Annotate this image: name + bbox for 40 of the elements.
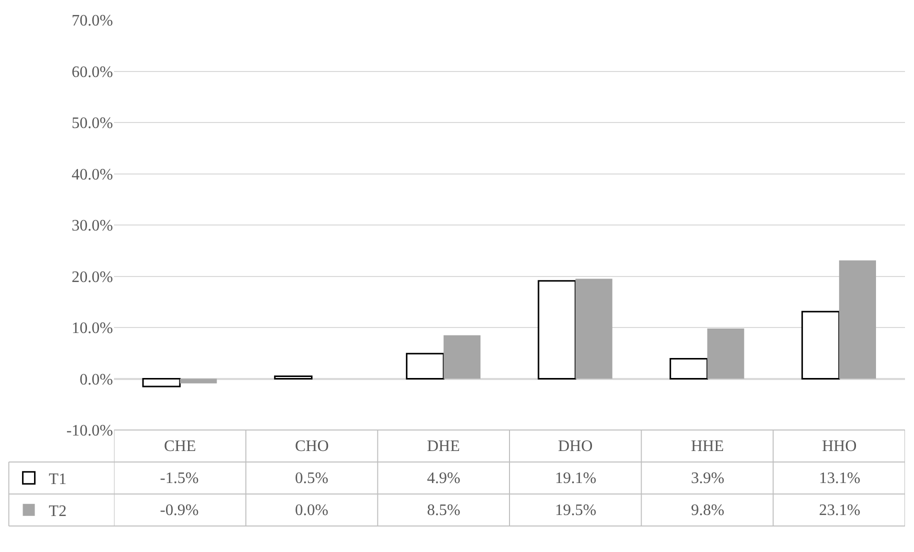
bar: [575, 278, 612, 379]
y-tick-label: 60.0%: [72, 64, 113, 81]
data-label: 9.8%: [691, 502, 724, 519]
data-label: -1.5%: [160, 470, 199, 487]
data-label: 19.1%: [555, 470, 596, 487]
data-label: 23.1%: [819, 502, 860, 519]
data-label: 0.5%: [295, 470, 328, 487]
bar: [538, 280, 576, 380]
data-label: 8.5%: [427, 502, 460, 519]
bar: [406, 352, 444, 380]
y-tick-label: 40.0%: [72, 166, 113, 184]
x-tick-label: CHO: [295, 438, 329, 455]
data-label: 4.9%: [427, 470, 460, 487]
bar: [180, 378, 217, 384]
bar: [670, 358, 708, 380]
x-tick-label: HHE: [691, 438, 724, 455]
bar: [707, 328, 744, 379]
data-label: 3.9%: [691, 470, 724, 487]
y-tick-label: 10.0%: [72, 320, 113, 338]
y-tick-label: 0.0%: [80, 371, 113, 388]
bar: [801, 310, 840, 380]
x-tick-label: DHE: [427, 438, 460, 455]
y-tick-label: 70.0%: [72, 12, 113, 30]
x-tick-label: DHO: [558, 438, 593, 455]
data-label: 13.1%: [819, 470, 860, 487]
legend-label: T1: [48, 471, 67, 488]
legend-label: T2: [48, 503, 67, 520]
x-tick-label: HHO: [822, 438, 857, 455]
bar: [274, 375, 312, 380]
data-label: 19.5%: [555, 502, 596, 519]
y-tick-label: 20.0%: [72, 268, 113, 286]
bar: [444, 335, 480, 379]
data-label: 0.0%: [295, 502, 328, 519]
x-tick-label: CHE: [164, 438, 196, 455]
bar: [142, 378, 181, 388]
data-label: -0.9%: [160, 502, 199, 519]
y-tick-label: 30.0%: [72, 218, 113, 235]
bar: [839, 260, 876, 379]
y-tick-label: -10.0%: [66, 422, 113, 440]
y-tick-label: 50.0%: [72, 115, 113, 132]
